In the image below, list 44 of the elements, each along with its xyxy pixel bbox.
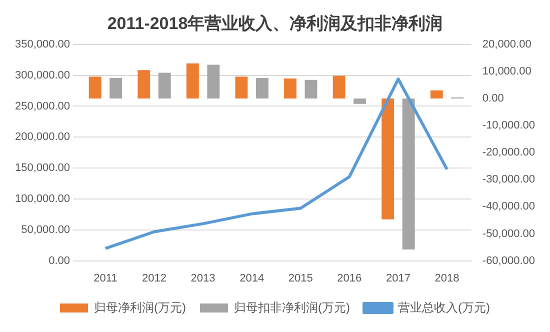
- bar: [207, 64, 220, 98]
- bar: [158, 72, 171, 98]
- y2-tick-label: 0.00: [482, 92, 504, 105]
- legend-label: 归母扣非净利润(万元): [234, 300, 350, 314]
- y-tick-label: 0.00: [48, 254, 70, 267]
- bar: [430, 90, 443, 98]
- chart-title: 2011-2018年营业收入、净利润及扣非净利润: [107, 14, 443, 33]
- y2-tick-label: -10,000.00: [482, 120, 536, 132]
- bar: [354, 98, 366, 104]
- bar: [88, 76, 102, 98]
- bar: [186, 63, 199, 98]
- y2-tick-label: -50,000.00: [482, 228, 536, 240]
- x-tick-label: 2016: [337, 272, 362, 284]
- legend-label: 归母净利润(万元): [94, 300, 186, 314]
- x-tick-label: 2015: [288, 272, 313, 284]
- x-tick-label: 2013: [190, 272, 216, 284]
- y2-tick-label: -20,000.00: [482, 146, 536, 159]
- x-tick-label: 2014: [240, 272, 264, 284]
- bar: [304, 80, 318, 98]
- y-tick-label: 50,000.00: [21, 224, 70, 236]
- bar: [332, 76, 346, 98]
- y-tick-label: 200,000.00: [14, 131, 70, 144]
- y-tick-label: 100,000.00: [14, 193, 70, 206]
- x-tick-label: 2017: [386, 272, 410, 284]
- y2-tick-label: 10,000.00: [482, 65, 532, 78]
- x-tick-label: 2012: [142, 272, 166, 284]
- bar: [235, 76, 248, 98]
- y2-tick-label: -30,000.00: [482, 174, 536, 186]
- y-tick-label: 350,000.00: [14, 38, 70, 50]
- y2-tick-label: -40,000.00: [482, 200, 536, 213]
- bar: [110, 78, 122, 98]
- legend-label: 营业总收入(万元): [398, 300, 490, 314]
- bar: [382, 98, 394, 220]
- x-tick-label: 2011: [94, 272, 118, 284]
- y-tick-label: 150,000.00: [14, 162, 70, 174]
- y2-tick-label: -60,000.00: [482, 254, 536, 267]
- bar: [284, 78, 296, 98]
- y-tick-label: 250,000.00: [14, 100, 70, 112]
- bar: [402, 98, 415, 250]
- bar: [256, 78, 268, 98]
- y2-tick-label: 20,000.00: [482, 38, 532, 50]
- y-tick-label: 300,000.00: [14, 69, 70, 82]
- x-tick-label: 2018: [434, 272, 460, 284]
- bar: [138, 70, 150, 98]
